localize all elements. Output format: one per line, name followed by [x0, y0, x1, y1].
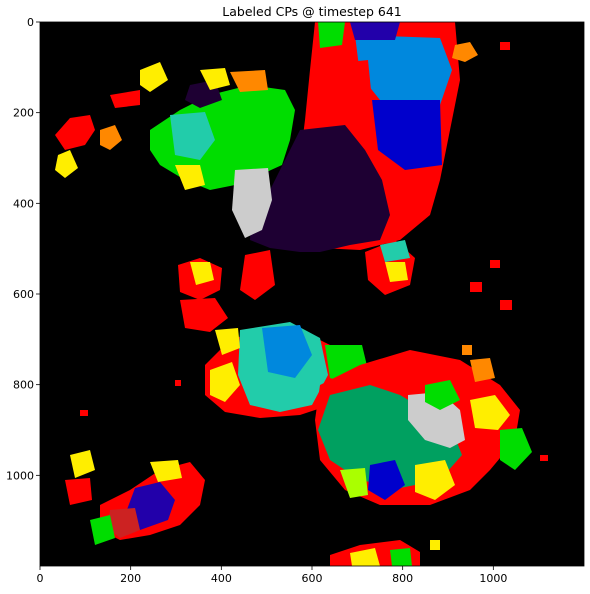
speck — [470, 282, 482, 292]
blob-bl-darkred — [108, 508, 140, 538]
speck — [500, 300, 512, 310]
y-tick-label: 600 — [13, 288, 34, 301]
blob-bl-yellow2 — [70, 450, 95, 478]
blob-green-upper — [150, 85, 295, 190]
blob-center-yellow2 — [215, 328, 240, 355]
y-axis: 0 200 400 600 800 1000 — [6, 16, 40, 482]
blob-left-e — [110, 90, 140, 108]
blob-top-green — [318, 22, 345, 48]
blob-right-orange — [470, 358, 495, 382]
blob-mid-teal — [380, 240, 410, 262]
blob-top-darkblue — [372, 100, 442, 170]
y-tick-label: 400 — [13, 197, 34, 210]
blob-bl-red2 — [65, 478, 92, 505]
blob-left-c — [55, 150, 78, 178]
x-axis: 0 200 400 600 800 1000 — [37, 566, 507, 585]
blob-bl-yellow — [150, 460, 182, 482]
blob-right-lime — [340, 468, 368, 498]
blob-right-blue — [368, 460, 405, 500]
speck — [540, 455, 548, 461]
blob-right-yellow — [470, 395, 510, 430]
blob-grey-upper — [232, 168, 272, 238]
blob-mid-d — [240, 250, 275, 300]
blob-top-orange — [452, 42, 478, 62]
y-tick-label: 800 — [13, 379, 34, 392]
blob-mid-c — [190, 262, 214, 285]
blob-bl-green — [90, 515, 115, 545]
blob-mid-b — [180, 298, 228, 332]
x-tick-label: 400 — [211, 572, 232, 585]
blob-bl-purple — [125, 482, 175, 530]
blob-left-d — [140, 62, 168, 92]
speck — [490, 260, 500, 268]
y-tick-label: 0 — [27, 16, 34, 29]
x-tick-label: 800 — [392, 572, 413, 585]
blob-yellow-b — [175, 165, 205, 190]
labeled-image — [40, 22, 584, 566]
speck — [500, 42, 510, 50]
blob-mid-yellow — [385, 262, 408, 282]
speck — [430, 540, 440, 550]
blob-center-yellow — [210, 362, 240, 402]
y-tick-label: 1000 — [6, 469, 34, 482]
blob-right-yellow2 — [415, 460, 455, 500]
blob-top-red2 — [320, 60, 372, 115]
x-tick-label: 0 — [37, 572, 44, 585]
blob-darkpurple — [250, 125, 390, 252]
blob-center-blue — [262, 325, 312, 378]
blob-bottom-green — [390, 548, 412, 566]
blob-top-purple — [350, 22, 400, 40]
blob-top-blue — [355, 35, 452, 110]
x-tick-label: 1000 — [479, 572, 507, 585]
plot-title: Labeled CPs @ timestep 641 — [222, 4, 402, 19]
y-tick-label: 200 — [13, 107, 34, 120]
speck — [80, 410, 88, 416]
blob-right-green2 — [500, 428, 532, 470]
blob-bottom-yellow — [350, 548, 380, 566]
blob-left-b — [100, 125, 122, 150]
blob-yellow-a — [200, 68, 230, 90]
blob-right-bright-green — [425, 380, 460, 410]
speck — [175, 380, 181, 386]
blob-left-a — [55, 115, 95, 150]
x-tick-label: 600 — [302, 572, 323, 585]
blob-teal-upper — [170, 112, 215, 160]
blob-orange-a — [230, 70, 268, 92]
blob-right-grey — [408, 392, 465, 448]
x-tick-label: 200 — [120, 572, 141, 585]
speck — [462, 345, 472, 355]
